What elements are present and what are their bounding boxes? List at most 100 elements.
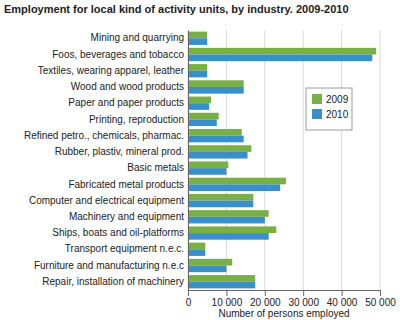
title: Employment for local kind of activity un…	[4, 3, 349, 15]
bar	[188, 226, 276, 233]
tick: Transport equipment n.e.c.	[65, 243, 188, 254]
category-label: Wood and wood products	[71, 81, 184, 92]
bar	[188, 201, 253, 208]
bar	[188, 152, 248, 159]
tick-label: 50 000	[365, 297, 396, 308]
bar	[188, 71, 207, 78]
bar	[188, 282, 255, 289]
bar	[188, 178, 286, 185]
bar	[188, 136, 244, 143]
tick-mark	[188, 290, 189, 296]
bar	[188, 48, 376, 55]
category-label: Rubber, plastiv, mineral prod.	[55, 146, 184, 157]
tick: Refined petro., chemicals, pharmac.	[24, 130, 188, 141]
tick: Computer and electrical equipment	[29, 195, 188, 206]
grid-line	[188, 30, 189, 290]
tick: Furniture and manufacturing n.e.c	[34, 260, 188, 271]
tick: 20 000	[250, 290, 281, 308]
tick-label: 20 000	[250, 297, 281, 308]
bar	[188, 210, 269, 217]
tick-mark	[226, 290, 227, 296]
tick-label: 40 000	[327, 297, 358, 308]
bar	[188, 87, 244, 94]
bar	[188, 119, 217, 126]
bar	[188, 249, 205, 256]
legend-box	[306, 88, 352, 130]
bar	[188, 161, 228, 168]
category-label: Textiles, wearing apparel, leather	[38, 65, 185, 76]
tick: Ships, boats and oil-platforms	[52, 227, 188, 238]
tick-mark	[303, 290, 304, 296]
grid-line	[264, 30, 265, 290]
bar	[188, 145, 251, 152]
tick: Printing, reproduction	[89, 114, 188, 125]
bar	[188, 32, 207, 39]
category-label: Basic metals	[127, 162, 184, 173]
tick: 30 000	[288, 290, 319, 308]
bar	[188, 275, 255, 282]
tick: 50 000	[365, 290, 396, 308]
tick-mark	[342, 290, 343, 296]
bar	[188, 97, 211, 104]
legend-label: 2009	[326, 94, 349, 105]
series-bars	[188, 32, 376, 282]
bar	[188, 64, 207, 71]
tick: Wood and wood products	[71, 81, 188, 92]
grid-line	[303, 30, 304, 290]
bar	[188, 184, 280, 191]
category-label: Mining and quarrying	[91, 32, 184, 43]
tick: 40 000	[327, 290, 358, 308]
bar	[188, 55, 372, 62]
bars	[188, 32, 376, 289]
category-label: Printing, reproduction	[89, 114, 184, 125]
tick: Machinery and equipment	[69, 211, 188, 222]
bar	[188, 80, 244, 87]
grid	[188, 30, 380, 290]
category-label: Fabricated metal products	[68, 179, 184, 190]
axis-line	[189, 290, 381, 291]
bar	[188, 194, 253, 201]
grid-line	[341, 30, 342, 290]
x-axis: 0 10 000 20 000 30 000 40 000 50 000	[186, 290, 397, 308]
legend: 2009 2010	[306, 88, 352, 130]
tick: 10 000	[212, 290, 243, 308]
category-label: Foos, beverages and tobacco	[52, 49, 184, 60]
grid-line	[380, 30, 381, 290]
tick: Foos, beverages and tobacco	[52, 49, 188, 60]
grid-line	[226, 30, 227, 290]
category-label: Furniture and manufacturing n.e.c	[34, 260, 184, 271]
tick: Repair, installation of machinery	[42, 276, 188, 287]
legend-label: 2010	[326, 109, 349, 120]
tick: 0	[186, 290, 192, 308]
bar	[188, 38, 207, 45]
tick: Basic metals	[127, 162, 188, 173]
bar	[188, 243, 205, 250]
category-label: Repair, installation of machinery	[42, 276, 184, 287]
legend-swatch	[312, 94, 322, 104]
tick: Rubber, plastiv, mineral prod.	[55, 146, 188, 157]
bar	[188, 129, 242, 136]
tick-label: 10 000	[212, 297, 243, 308]
series-bars	[188, 38, 372, 288]
tick-label: 0	[186, 297, 192, 308]
tick: Textiles, wearing apparel, leather	[38, 65, 188, 76]
tick-mark	[380, 290, 381, 296]
tick: Mining and quarrying	[91, 32, 188, 43]
plot: 0 10 000 20 000 30 000 40 000 50 000 Mining an…	[24, 30, 396, 308]
bar	[188, 113, 219, 120]
tick: Fabricated metal products	[68, 179, 188, 190]
category-label: Refined petro., chemicals, pharmac.	[24, 130, 184, 141]
bar	[188, 103, 209, 110]
bar	[188, 217, 265, 224]
category-label: Computer and electrical equipment	[29, 195, 184, 206]
bar	[188, 168, 226, 175]
legend-swatch	[312, 109, 322, 119]
tick-mark	[265, 290, 266, 296]
bar	[188, 259, 232, 266]
chart: Employment for local kind of activity un…	[0, 0, 400, 320]
y-axis: Mining and quarrying Foos, beverages and …	[24, 31, 189, 291]
axis-line	[188, 31, 189, 291]
category-label: Paper and paper products	[68, 97, 184, 108]
tick-label: 30 000	[288, 297, 319, 308]
axis-title: Number of persons employed	[218, 308, 349, 319]
